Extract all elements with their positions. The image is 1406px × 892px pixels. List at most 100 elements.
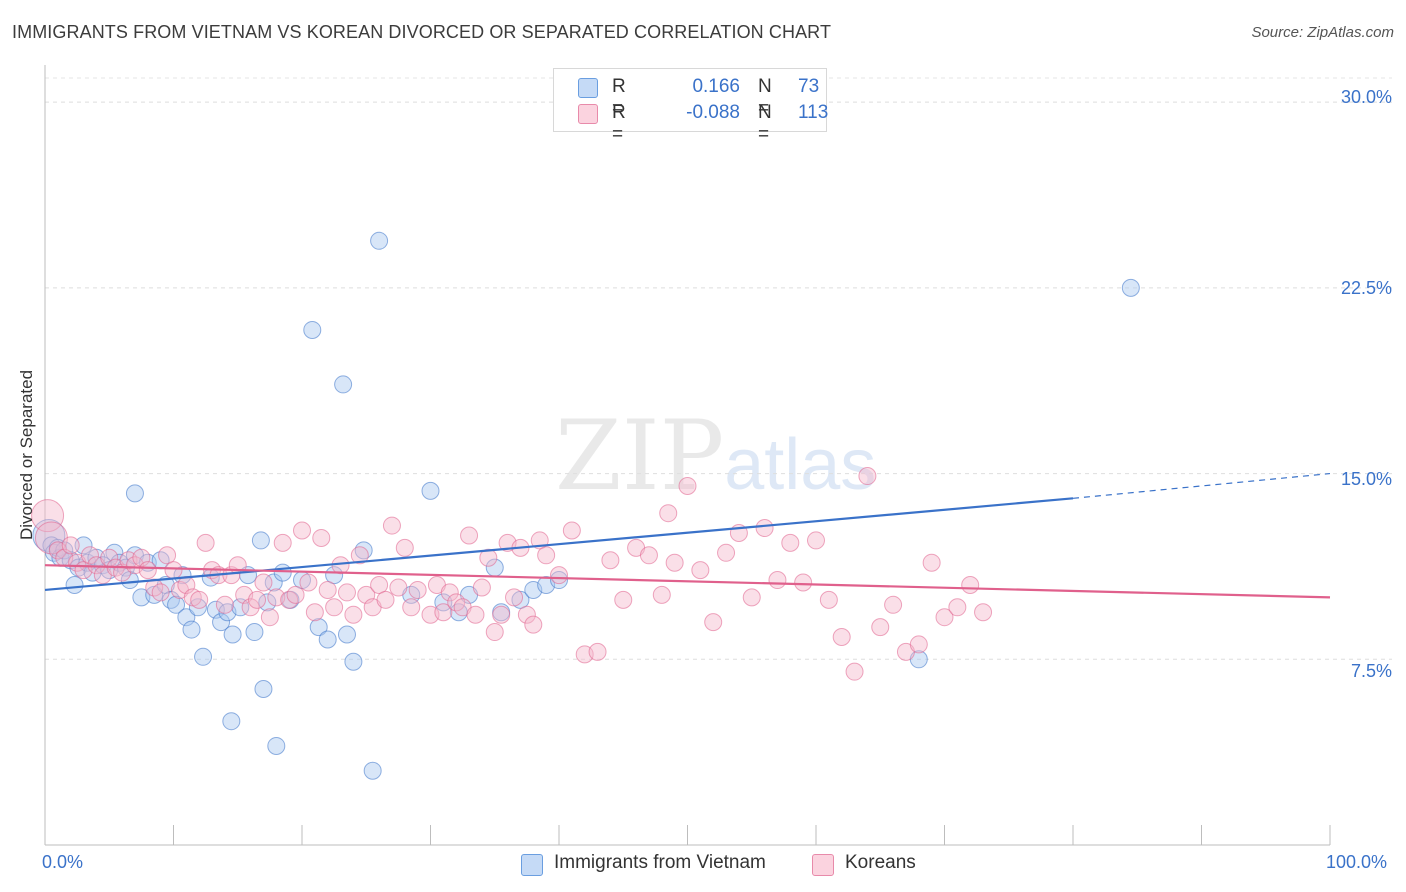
point-vietnam [223,625,242,644]
point-korean [286,585,305,604]
legend-r-label: R = [612,102,626,145]
point-korean [871,618,890,637]
trend-line-koreans [44,564,1331,599]
point-vietnam [65,576,84,594]
point-korean [299,573,318,592]
point-vietnam [264,573,283,592]
point-korean [742,588,761,607]
point-korean [884,595,903,614]
point-korean [151,583,170,602]
point-korean [350,546,369,565]
point-vietnam [318,630,337,649]
point-vietnam [105,543,124,562]
point-korean [190,590,209,609]
point-korean [344,605,363,624]
point-korean [601,551,620,570]
point-korean [794,573,813,592]
legend-n-label: N = [758,76,772,119]
y-tick-label-7-5: 7.5% [1350,661,1392,681]
point-korean [248,590,267,609]
point-korean [479,548,498,567]
watermark: ZIPatlas [555,400,876,512]
point-korean [768,571,787,590]
point-korean [845,662,864,681]
point-korean [922,553,941,572]
point-korean [158,546,177,565]
point-korean [781,533,800,552]
point-korean [755,519,774,538]
point-korean [807,531,825,550]
point-korean [325,598,344,617]
point-vietnam [251,531,270,550]
trend-line-vietnam-extension [1072,472,1331,499]
point-korean [241,598,260,617]
point-korean [440,583,459,602]
point-korean [382,516,401,535]
point-korean [61,536,80,555]
watermark-zip: ZIP [555,400,725,512]
point-vietnam [434,593,453,612]
point-korean [460,526,479,545]
point-korean [273,533,292,552]
point-korean [370,576,389,594]
point-vietnam [303,320,322,339]
bottom-legend-swatch-vietnam [521,854,543,876]
point-korean [376,590,395,609]
point-korean [472,578,491,597]
point-vietnam [273,563,292,582]
y-tick-label-30: 30.0% [1340,87,1392,107]
point-vietnam [125,484,144,503]
point-vietnam [421,481,440,500]
point-korean [80,546,99,565]
point-korean [402,598,421,617]
point-korean [305,603,324,622]
point-korean [337,583,356,602]
point-vietnam [245,623,264,642]
point-vietnam [363,761,382,780]
point-korean [517,605,536,624]
point-vietnam [337,625,356,644]
point-korean [858,467,877,486]
point-korean [652,585,671,604]
point-vietnam [1121,278,1140,297]
point-korean [466,605,485,624]
point-vietnam [173,566,192,585]
point-vietnam [344,652,363,671]
point-korean [909,635,928,654]
point-korean [659,504,678,523]
point-korean [138,561,157,580]
point-vietnam [254,680,273,698]
point-korean [196,533,215,552]
legend-r-label: R = [612,76,626,119]
point-vietnam [194,647,213,666]
point-vietnam [370,231,389,250]
trend-line-vietnam [44,497,1074,592]
point-korean [524,615,543,634]
point-korean [293,521,311,540]
y-tick-label-15: 15.0% [1340,469,1392,489]
point-korean [164,561,183,580]
point-korean [318,580,337,599]
point-vietnam [212,613,231,632]
watermark-atlas: atlas [724,425,877,505]
x-tick-label-min: 0.0% [42,852,84,872]
point-vietnam [32,518,66,552]
point-korean [485,623,504,642]
point-korean [614,590,633,609]
point-vietnam [182,620,201,639]
point-vietnam [222,712,241,731]
point-vietnam [167,595,186,614]
bottom-legend-label-koreans: Koreans [845,852,916,873]
point-vietnam [334,375,353,394]
point-korean [505,588,524,607]
point-vietnam [161,590,180,609]
bottom-legend-swatch-koreans [812,854,834,876]
point-korean [717,543,736,562]
point-vietnam [309,618,328,637]
source-label: Source: ZipAtlas.com [1251,24,1394,41]
point-korean [935,608,954,627]
point-vietnam [74,536,93,555]
point-korean [537,546,556,565]
y-tick-label-22-5: 22.5% [1340,278,1392,298]
point-korean [691,561,710,580]
